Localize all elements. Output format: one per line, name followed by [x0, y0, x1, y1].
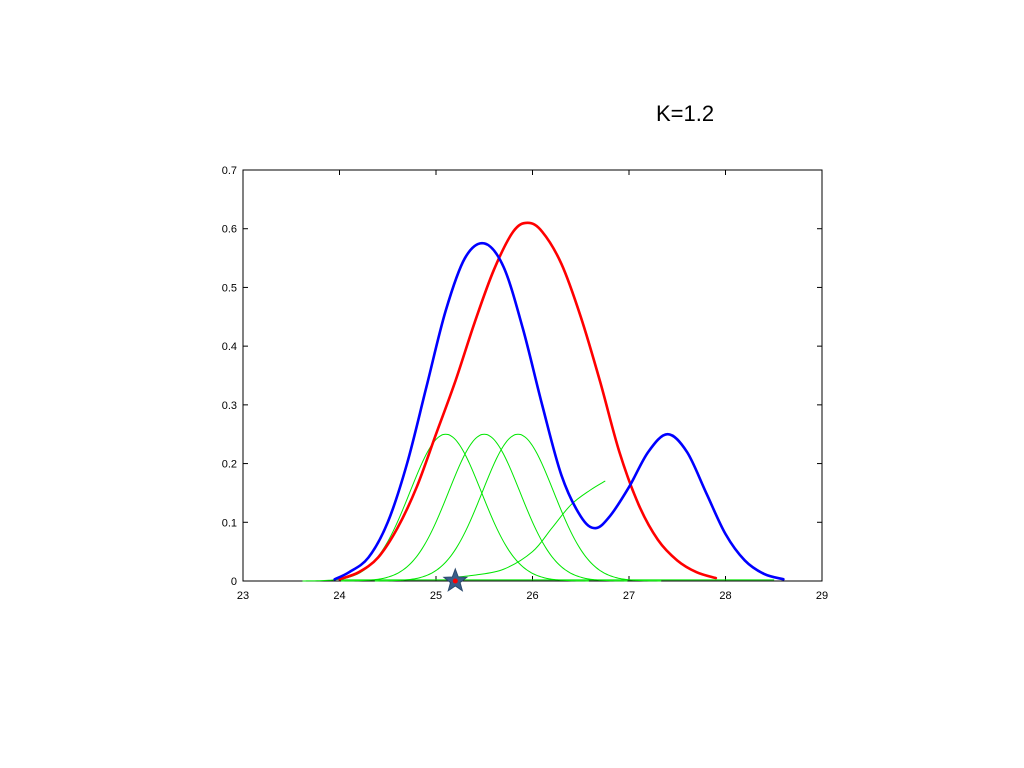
marker-layer: [442, 567, 469, 592]
x-tick-label: 23: [237, 590, 249, 602]
x-tick-label: 24: [333, 590, 345, 602]
blue-series-line: [333, 241, 785, 581]
green-series-line: [374, 433, 662, 582]
x-tick-label: 28: [719, 590, 731, 602]
red-series-line: [338, 221, 718, 581]
x-tick-label: 27: [623, 590, 635, 602]
y-tick-label: 0.7: [222, 165, 237, 177]
y-tick-label: 0.3: [222, 400, 237, 412]
y-tick-label: 0: [231, 576, 237, 588]
series-layer: [302, 221, 785, 582]
slide-title: K=1.2: [656, 101, 715, 126]
x-tick-label: 26: [526, 590, 538, 602]
x-tick-label: 25: [430, 590, 442, 602]
green-series-line: [340, 433, 628, 582]
y-tick-label: 0.5: [222, 282, 237, 294]
star-marker-center: [452, 578, 458, 584]
x-axis: 23 24 25 26 27 28 29: [237, 170, 828, 602]
y-tick-label: 0.1: [222, 517, 237, 529]
y-tick-label: 0.4: [222, 341, 237, 353]
plot-area: [242, 169, 823, 582]
y-tick-label: 0.6: [222, 224, 237, 236]
y-tick-label: 0.2: [222, 459, 237, 471]
green-series-line: [445, 480, 606, 579]
x-tick-label: 29: [816, 590, 828, 602]
y-axis: 0 0.1 0.2 0.3 0.4 0.5 0.6 0.7: [222, 165, 822, 588]
